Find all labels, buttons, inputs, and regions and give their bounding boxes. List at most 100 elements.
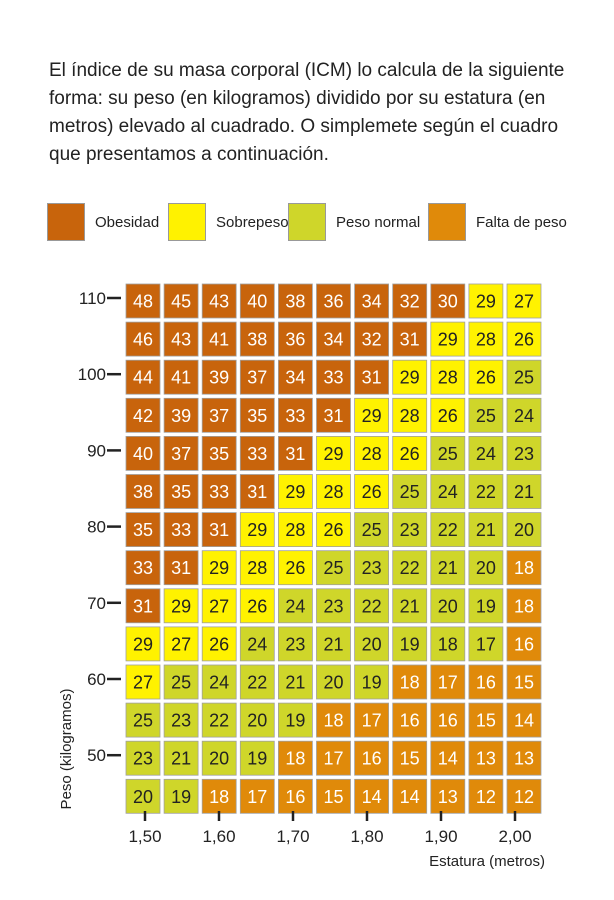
cell-label: 16	[438, 711, 458, 731]
heatmap-cell	[163, 702, 199, 738]
cell-label: 18	[438, 634, 458, 654]
heatmap-cell	[316, 512, 351, 547]
heatmap-cell	[277, 435, 313, 471]
x-axis-title: Estatura (metros)	[429, 853, 545, 870]
cell-label: 17	[438, 673, 458, 693]
heatmap-cell	[163, 664, 199, 700]
cell-label: 17	[323, 749, 343, 769]
cell-label: 44	[133, 368, 153, 388]
x-tick-label: 1,50	[128, 827, 161, 846]
cell-label: 21	[171, 749, 191, 769]
heatmap-cell	[163, 359, 199, 395]
cell-label: 20	[247, 711, 267, 731]
heatmap-cell	[316, 359, 351, 395]
cell-label: 17	[362, 711, 382, 731]
heatmap-cell	[277, 702, 313, 738]
heatmap-cell	[277, 283, 313, 319]
heatmap-cell	[506, 283, 542, 319]
heatmap-cell	[354, 778, 390, 814]
cell-label: 25	[323, 558, 343, 578]
heatmap-cell	[468, 626, 504, 662]
cell-label: 22	[438, 520, 458, 540]
cell-label: 21	[438, 558, 458, 578]
cell-label: 29	[285, 482, 305, 502]
heatmap-cell	[392, 664, 428, 700]
heatmap-cell	[506, 321, 542, 357]
heatmap-cell	[239, 512, 275, 547]
heatmap-cell	[125, 321, 161, 357]
heatmap-cell	[430, 626, 466, 662]
heatmap-cell	[277, 321, 313, 357]
cell-label: 26	[514, 330, 534, 350]
heatmap-cell	[430, 359, 466, 395]
heatmap-cell	[506, 550, 542, 586]
heatmap-cell	[163, 588, 199, 624]
cell-label: 32	[400, 292, 420, 312]
x-tick-label: 2,00	[498, 827, 531, 846]
heatmap-cell	[468, 740, 504, 776]
cell-label: 35	[247, 406, 267, 426]
cell-label: 26	[362, 482, 382, 502]
cell-label: 19	[171, 787, 191, 807]
heatmap-cell	[239, 359, 275, 395]
heatmap-cell	[392, 778, 428, 814]
cell-label: 27	[133, 673, 153, 693]
cell-label: 26	[285, 558, 305, 578]
cell-label: 15	[323, 787, 343, 807]
heatmap-cell	[316, 740, 351, 776]
heatmap-cell	[201, 283, 237, 319]
cell-label: 43	[209, 292, 229, 312]
heatmap-cell	[239, 321, 275, 357]
heatmap-cell	[201, 359, 237, 395]
heatmap-cell	[163, 550, 199, 586]
cell-label: 22	[476, 482, 496, 502]
heatmap-cell	[201, 702, 237, 738]
heatmap-cell	[125, 778, 161, 814]
heatmap-cell	[392, 397, 428, 433]
cell-label: 16	[476, 673, 496, 693]
cell-label: 27	[171, 634, 191, 654]
heatmap-cell	[506, 740, 542, 776]
cell-label: 25	[476, 406, 496, 426]
heatmap-cell	[430, 550, 466, 586]
cell-label: 31	[285, 444, 305, 464]
heatmap-cell	[354, 664, 390, 700]
cell-label: 29	[171, 596, 191, 616]
cell-label: 14	[514, 711, 534, 731]
heatmap-cell	[316, 778, 351, 814]
cell-label: 33	[171, 520, 191, 540]
heatmap-cell	[239, 588, 275, 624]
cell-label: 18	[323, 711, 343, 731]
heatmap-cell	[201, 626, 237, 662]
cell-label: 19	[400, 634, 420, 654]
cell-label: 29	[247, 520, 267, 540]
cell-label: 15	[400, 749, 420, 769]
heatmap-cell	[163, 474, 199, 509]
cell-label: 17	[476, 634, 496, 654]
heatmap-cell	[430, 283, 466, 319]
heatmap-cell	[430, 321, 466, 357]
heatmap-cell	[468, 588, 504, 624]
heatmap-cell	[354, 435, 390, 471]
heatmap-cell	[506, 664, 542, 700]
heatmap-cell	[125, 588, 161, 624]
cell-label: 31	[323, 406, 343, 426]
cell-label: 39	[171, 406, 191, 426]
heatmap-cell	[316, 321, 351, 357]
heatmap-cell	[125, 283, 161, 319]
heatmap-cell	[354, 397, 390, 433]
cell-label: 16	[400, 711, 420, 731]
y-tick-label: 50	[87, 746, 106, 765]
heatmap-cell	[125, 435, 161, 471]
cell-label: 29	[438, 330, 458, 350]
heatmap-cell	[468, 321, 504, 357]
heatmap-cell	[430, 588, 466, 624]
heatmap-cell	[277, 359, 313, 395]
heatmap-cell	[392, 550, 428, 586]
heatmap-cell	[354, 702, 390, 738]
cell-label: 22	[247, 673, 267, 693]
heatmap-cell	[468, 512, 504, 547]
cell-label: 19	[362, 673, 382, 693]
cell-label: 31	[247, 482, 267, 502]
heatmap-cell	[316, 474, 351, 509]
